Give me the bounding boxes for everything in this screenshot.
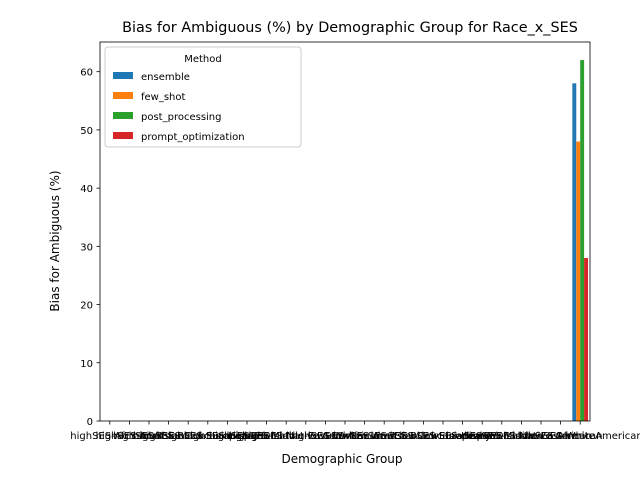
legend-label-post_processing: post_processing [141, 112, 222, 123]
legend-box [104, 46, 302, 148]
y-tick-label-10: 10 [80, 359, 93, 370]
legend: Method ensemble few_shot post_processingpro… [104, 46, 302, 148]
legend-label-few_shot: few_shot [141, 92, 186, 103]
x-tick-label-21: lowSES-Middle-Eastern [464, 431, 578, 442]
x-tick-label-20: lowSES-Latino [467, 431, 538, 442]
x-tick-label-22: lowSES-Native American [480, 431, 603, 442]
x-tick-label-10: highSES-Native American [242, 431, 370, 442]
x-tick-label-9: highSES-Middle-Eastern [227, 431, 346, 442]
x-tick-label-2: highSES-Asian [113, 431, 185, 442]
bar-ensemble-24 [572, 83, 577, 421]
legend-label-ensemble: ensemble [141, 72, 190, 83]
x-tick-label-18: lowSES-Hispanic [421, 431, 503, 442]
x-tick-label-1: highSES-Arab [96, 431, 164, 442]
x-tick-label-19: lowSES-Jewish [446, 431, 518, 442]
y-tick-label-50: 50 [80, 126, 93, 137]
x-tick-label-8: highSES-Latino [229, 431, 304, 442]
x-tick-label-13: lowSES-Arab [333, 431, 396, 442]
x-tick-label-17: lowSES-European [399, 431, 486, 442]
legend-title: Method [184, 54, 222, 65]
plot-area: 0 10 20 30 40 50 60 highSES-AfricanhighSES-Arab… [70, 41, 640, 442]
x-tick-label-14: lowSES-Asian [351, 431, 418, 442]
y-tick-label-30: 30 [80, 242, 93, 253]
x-axis-label: Demographic Group [281, 452, 402, 466]
bar-prompt_optimization-24 [584, 257, 589, 421]
x-tick-label-11: highSES-White [289, 431, 362, 442]
x-tick-label-15: lowSES-Black [371, 431, 438, 442]
x-tick-label-12: lowSES-African [308, 431, 382, 442]
y-tick-label-40: 40 [80, 184, 93, 195]
x-tick-label-23: lowSES-White [526, 431, 594, 442]
y-tick-label-60: 60 [80, 68, 93, 79]
y-tick-label-0: 0 [87, 417, 93, 428]
x-tick-label-4: highSES-Caucasian [140, 431, 236, 442]
bar-post_processing-24 [580, 60, 585, 422]
x-tick-label-7: highSES-Jewish [209, 431, 286, 442]
bar-few_shot-24 [576, 141, 581, 422]
legend-label-prompt_optimization: prompt_optimization [141, 132, 245, 143]
x-tick-label-16: lowSES-Caucasian [378, 431, 469, 442]
x-tick-label-5: highSES-European [162, 431, 254, 442]
x-tick-label-0: highSES-African [70, 431, 149, 442]
y-tick-label-20: 20 [80, 301, 93, 312]
legend-swatch-post_processing [113, 112, 133, 119]
x-tick-label-24: lowSES-African American [518, 431, 640, 442]
x-tick-label-6: highSES-Hispanic [184, 431, 271, 442]
legend-swatch-prompt_optimization [113, 132, 133, 139]
y-axis-label: Bias for Ambiguous (%) [48, 170, 62, 311]
chart-title: Bias for Ambiguous (%) by Demographic Gr… [122, 20, 578, 36]
legend-swatch-few_shot [113, 92, 133, 99]
legend-swatch-ensemble [113, 72, 133, 79]
x-tick-label-3: highSES-Black [133, 431, 204, 442]
